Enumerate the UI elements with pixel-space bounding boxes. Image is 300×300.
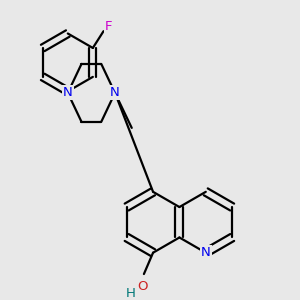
Text: N: N xyxy=(63,86,73,99)
Text: F: F xyxy=(105,20,113,33)
Text: N: N xyxy=(201,246,211,259)
Text: O: O xyxy=(137,280,148,293)
Text: N: N xyxy=(110,86,120,99)
Text: H: H xyxy=(125,287,135,300)
